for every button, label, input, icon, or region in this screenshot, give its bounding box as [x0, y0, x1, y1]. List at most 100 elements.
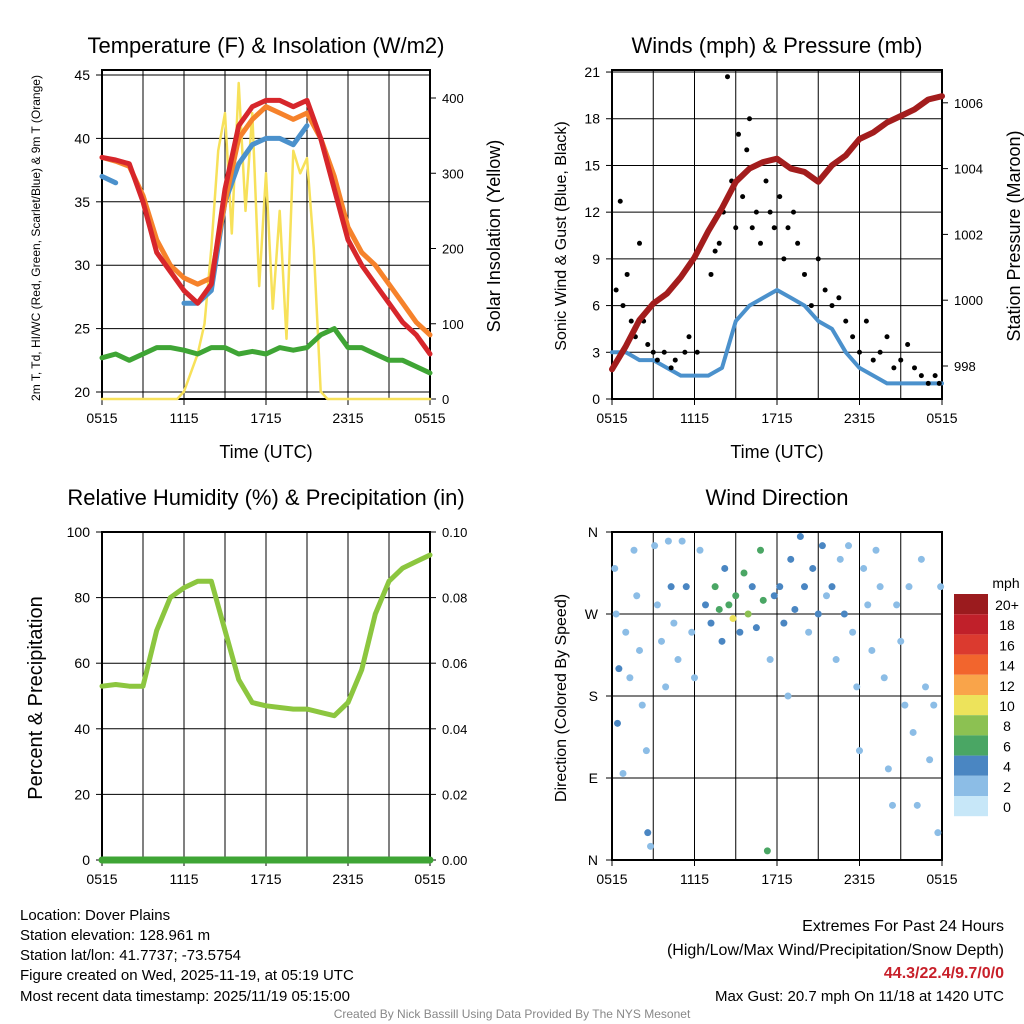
direction-point [845, 542, 852, 550]
gust-point [617, 198, 623, 204]
gust-point [645, 342, 651, 348]
direction-point [721, 564, 729, 572]
direction-point [796, 533, 804, 541]
direction-point [784, 692, 792, 700]
direction-point [744, 610, 752, 618]
direction-point [897, 637, 905, 645]
y-tick-label: 100 [67, 524, 91, 540]
y-right-tick-label: 0.08 [442, 591, 467, 606]
direction-point [832, 656, 840, 664]
direction-point [691, 674, 698, 682]
direction-point [696, 546, 704, 554]
gust-point [637, 240, 642, 246]
y-tick-label: 9 [592, 251, 600, 267]
gust-point [650, 349, 656, 355]
direction-point [653, 601, 661, 609]
x-tick-label: 0515 [414, 410, 445, 426]
series-line-2mt [99, 97, 433, 357]
direction-point [893, 601, 901, 609]
y-right-tick-label: 0.00 [442, 853, 467, 868]
legend-label: 18 [999, 617, 1015, 633]
direction-point [770, 592, 778, 600]
plot-frame [611, 531, 943, 861]
direction-point [664, 537, 672, 545]
gust-point [877, 349, 883, 355]
x-tick-label: 2315 [844, 871, 875, 887]
x-tick-label: 2315 [332, 410, 363, 426]
direction-point [711, 583, 719, 591]
gust-point [905, 342, 911, 348]
y-tick-label: S [589, 688, 598, 704]
direction-point [638, 701, 646, 709]
direction-point [651, 542, 659, 550]
y-right-tick-label: 1006 [954, 96, 983, 111]
direction-point [619, 769, 627, 777]
y-right-tick-label: 0.04 [442, 722, 467, 737]
legend-swatch [954, 755, 988, 776]
gust-point [898, 357, 904, 363]
direction-point [729, 615, 737, 623]
latlon-text: Station lat/lon: 41.7737; -73.5754 [20, 947, 242, 964]
legend-label: 8 [1003, 718, 1011, 734]
legend-swatch [954, 634, 988, 655]
direction-point [630, 546, 638, 554]
y-tick-label: W [585, 606, 599, 622]
gust-point [863, 318, 869, 324]
gust-point [936, 380, 942, 386]
direction-point [667, 583, 675, 591]
direction-point [823, 592, 830, 600]
direction-point [612, 610, 620, 618]
direction-point [614, 719, 621, 727]
y-tick-label: 3 [592, 344, 600, 360]
y-right-tick-label: 1000 [954, 293, 983, 308]
gust-point [694, 349, 700, 355]
gust-point [836, 295, 842, 301]
direction-point [688, 628, 696, 636]
direction-point [674, 656, 682, 664]
direction-point [662, 683, 670, 691]
gust-point [870, 357, 876, 363]
gust-point [744, 147, 750, 153]
x-tick-label: 1115 [680, 410, 709, 426]
direction-point [905, 583, 913, 591]
y-tick-label: 0 [592, 391, 600, 407]
direction-point [801, 583, 808, 591]
direction-point [937, 583, 945, 591]
y-tick-label: 0 [82, 852, 90, 868]
gust-point [802, 271, 807, 277]
y-tick-label: 20 [74, 384, 90, 400]
direction-point [860, 564, 868, 572]
direction-point [889, 801, 896, 809]
y-right-tick-label: 998 [954, 359, 976, 374]
gust-point [884, 334, 890, 340]
direction-point [736, 628, 744, 636]
y-tick-label: E [589, 770, 598, 786]
direction-point [909, 728, 917, 736]
y-right-tick-label: 1002 [954, 227, 983, 242]
y-right-tick-label: 0.10 [442, 525, 467, 540]
pressure-line [609, 93, 945, 373]
direction-point [828, 583, 836, 591]
direction-point [880, 674, 888, 682]
x-tick-label: 1715 [761, 410, 792, 426]
direction-point [725, 601, 733, 609]
gust-point [624, 271, 630, 277]
direction-point [818, 542, 826, 550]
gust-point [843, 318, 849, 324]
x-tick-label: 1715 [250, 410, 281, 426]
solar-line [100, 81, 432, 401]
gust-point [753, 209, 759, 215]
gust-point [767, 209, 773, 215]
y-axis-label: 2m T, Td, HI/WC (Red, Green, Scarlet/Blu… [29, 75, 43, 401]
credit-text: Created By Nick Bassill Using Data Provi… [333, 1007, 691, 1021]
legend-swatch [954, 775, 988, 796]
direction-point [752, 624, 760, 632]
direction-point [763, 847, 771, 855]
direction-point [622, 628, 630, 636]
y-right-tick-label: 100 [442, 317, 464, 332]
x-tick-label: 0515 [86, 871, 117, 887]
direction-point [853, 683, 861, 691]
y-tick-label: N [588, 852, 598, 868]
direction-point [849, 628, 857, 636]
